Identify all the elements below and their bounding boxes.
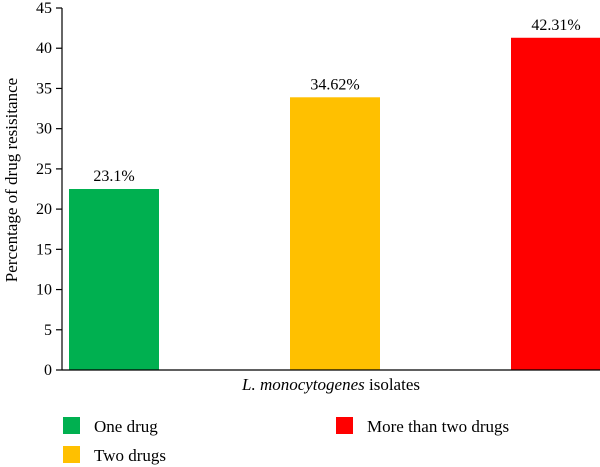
y-tick-label: 20	[36, 201, 52, 218]
x-axis-label-italic: L. monocytogenes	[241, 375, 365, 394]
data-label: 23.1%	[93, 168, 134, 185]
legend-label: Two drugs	[94, 446, 166, 465]
data-label: 34.62%	[310, 76, 359, 93]
bars	[69, 37, 600, 371]
legend: One drug Two drugs More than two drugs	[63, 417, 509, 465]
bar-one-drug	[69, 189, 159, 370]
legend-label: More than two drugs	[367, 417, 509, 436]
x-axis-label-rest: isolates	[365, 375, 420, 394]
data-label: 42.31%	[531, 17, 580, 34]
y-axis-label: Percentage of drug resisitance	[2, 78, 21, 282]
y-tick-label: 30	[36, 121, 52, 138]
y-tick-label: 45	[36, 0, 52, 17]
data-labels: 23.1% 34.62% 42.31%	[93, 17, 580, 185]
y-tick-label: 25	[36, 161, 52, 178]
legend-label: One drug	[94, 417, 158, 436]
bar-two-drugs	[290, 97, 380, 370]
y-axis-ticks: 0 5 10 15 20 25 30 35 40 45	[36, 0, 62, 379]
y-tick-label: 10	[36, 282, 52, 299]
y-tick-label: 35	[36, 80, 52, 97]
bar-more-than-two-drugs	[511, 37, 600, 371]
x-axis-label: L. monocytogenes isolates	[241, 375, 420, 394]
y-tick-label: 40	[36, 40, 52, 57]
legend-swatch	[336, 417, 353, 434]
legend-swatch	[63, 417, 80, 434]
y-tick-label: 0	[44, 362, 52, 379]
y-tick-label: 5	[44, 322, 52, 339]
legend-swatch	[63, 446, 80, 463]
y-tick-label: 15	[36, 241, 52, 258]
